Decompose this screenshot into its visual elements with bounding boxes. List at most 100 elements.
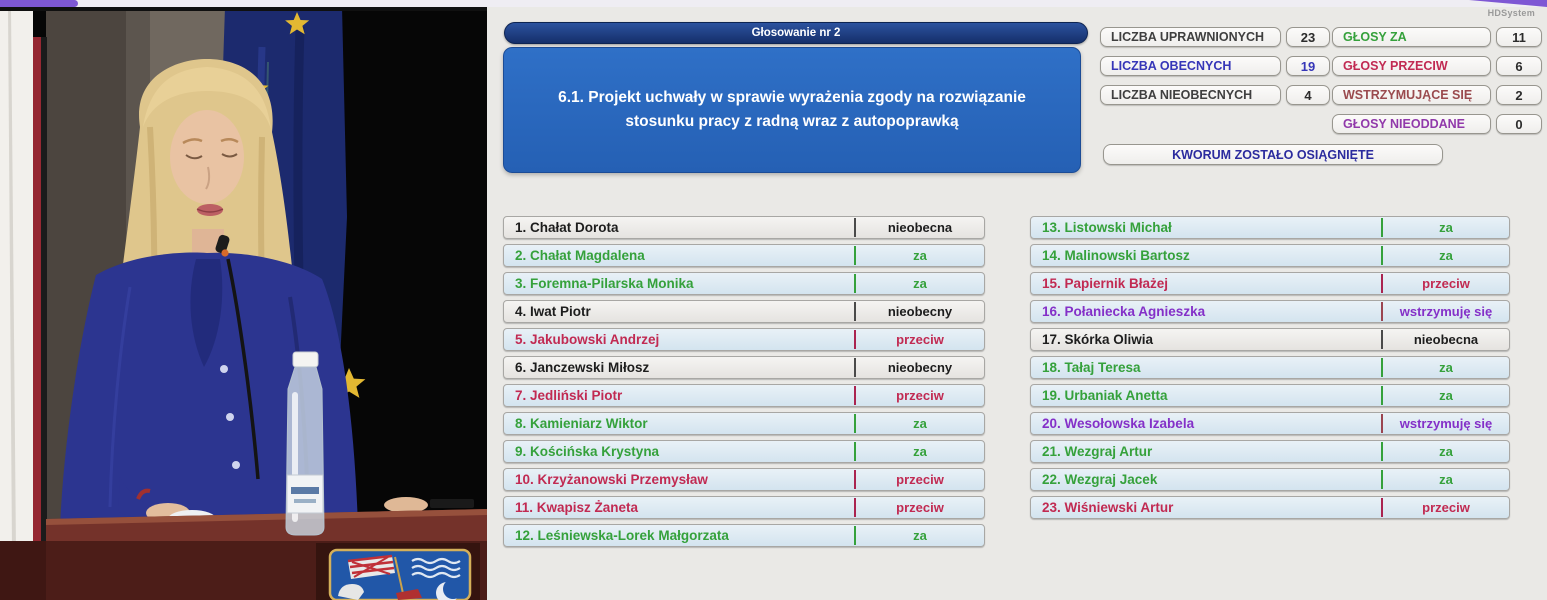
vote-value: przeciw	[896, 388, 944, 403]
vote-value: przeciw	[896, 500, 944, 515]
stat-label: LICZBA OBECNYCH	[1100, 56, 1281, 76]
video-feed	[0, 7, 487, 600]
stat-line: GŁOSY NIEODDANE 0	[1332, 114, 1542, 134]
stat-line: LICZBA OBECNYCH 19	[1100, 56, 1330, 76]
voter-name: 23. Wiśniewski Artur	[1042, 500, 1174, 515]
progress-corner-wedge	[1469, 0, 1547, 7]
table-row: 13. Listowski Michał za	[1030, 216, 1510, 239]
vote-value: za	[1439, 472, 1453, 487]
voter-name: 18. Tałaj Teresa	[1042, 360, 1141, 375]
table-row: 17. Skórka Oliwia nieobecna	[1030, 328, 1510, 351]
voters-table-right: 13. Listowski Michał za 14. Malinowski B…	[1030, 216, 1510, 519]
table-row: 1. Chałat Dorota nieobecna	[503, 216, 985, 239]
video-scene	[0, 7, 487, 600]
vote-value: nieobecny	[887, 360, 953, 375]
voter-name: 4. Iwat Piotr	[515, 304, 591, 319]
table-row: 4. Iwat Piotr nieobecny	[503, 300, 985, 323]
stat-label: GŁOSY ZA	[1332, 27, 1491, 47]
vote-value: za	[1439, 388, 1453, 403]
stat-line: LICZBA NIEOBECNYCH 4	[1100, 85, 1330, 105]
vote-divider	[1381, 302, 1383, 321]
table-row: 22. Wezgraj Jacek za	[1030, 468, 1510, 491]
table-row: 12. Leśniewska-Lorek Małgorzata za	[503, 524, 985, 547]
stat-label: LICZBA UPRAWNIONYCH	[1100, 27, 1281, 47]
voter-name: 5. Jakubowski Andrzej	[515, 332, 660, 347]
vote-divider	[1381, 274, 1383, 293]
table-row: 7. Jedliński Piotr przeciw	[503, 384, 985, 407]
progress-played-segment	[0, 0, 78, 7]
vote-value: wstrzymuję się	[1399, 416, 1493, 431]
vote-value: za	[1439, 444, 1453, 459]
table-row: 11. Kwapisz Żaneta przeciw	[503, 496, 985, 519]
voter-name: 6. Janczewski Miłosz	[515, 360, 650, 375]
vote-divider	[854, 414, 856, 433]
table-row: 10. Krzyżanowski Przemysław przeciw	[503, 468, 985, 491]
voter-name: 7. Jedliński Piotr	[515, 388, 623, 403]
vote-divider	[1381, 470, 1383, 489]
voter-name: 3. Foremna-Pilarska Monika	[515, 276, 694, 291]
vote-title: Głosowanie nr 2	[751, 27, 841, 39]
vote-divider	[854, 302, 856, 321]
voter-name: 22. Wezgraj Jacek	[1042, 472, 1158, 487]
table-row: 8. Kamieniarz Wiktor za	[503, 412, 985, 435]
vote-divider	[854, 442, 856, 461]
quorum-label: KWORUM ZOSTAŁO OSIĄGNIĘTE	[1172, 147, 1374, 162]
voter-name: 10. Krzyżanowski Przemysław	[515, 472, 708, 487]
table-row: 16. Połaniecka Agnieszka wstrzymuję się	[1030, 300, 1510, 323]
vote-divider	[854, 526, 856, 545]
vote-value: nieobecna	[887, 220, 953, 235]
stat-value: 4	[1286, 85, 1330, 105]
vote-divider	[854, 274, 856, 293]
table-row: 20. Wesołowska Izabela wstrzymuję się	[1030, 412, 1510, 435]
voter-name: 16. Połaniecka Agnieszka	[1042, 304, 1206, 319]
table-row: 18. Tałaj Teresa za	[1030, 356, 1510, 379]
stat-line: WSTRZYMUJĄCE SIĘ 2	[1332, 85, 1542, 105]
vote-value: za	[913, 276, 927, 291]
voter-name: 17. Skórka Oliwia	[1042, 332, 1154, 347]
vote-divider	[1381, 358, 1383, 377]
vote-divider	[1381, 246, 1383, 265]
vote-divider	[854, 386, 856, 405]
voter-name: 20. Wesołowska Izabela	[1042, 416, 1195, 431]
table-row: 9. Kościńska Krystyna za	[503, 440, 985, 463]
stat-label: GŁOSY NIEODDANE	[1332, 114, 1491, 134]
vote-value: przeciw	[896, 472, 944, 487]
stat-line: GŁOSY PRZECIW 6	[1332, 56, 1542, 76]
table-row: 15. Papiernik Błażej przeciw	[1030, 272, 1510, 295]
motion-text: 6.1. Projekt uchwały w sprawie wyrażenia…	[558, 88, 1026, 130]
vote-value: za	[913, 416, 927, 431]
quorum-banner: KWORUM ZOSTAŁO OSIĄGNIĘTE	[1103, 144, 1443, 165]
table-row: 3. Foremna-Pilarska Monika za	[503, 272, 985, 295]
stat-label: LICZBA NIEOBECNYCH	[1100, 85, 1281, 105]
vote-divider	[854, 470, 856, 489]
stat-value: 11	[1496, 27, 1542, 47]
voter-name: 21. Wezgraj Artur	[1042, 444, 1153, 459]
vote-divider	[854, 498, 856, 517]
vote-divider	[1381, 442, 1383, 461]
stat-label: WSTRZYMUJĄCE SIĘ	[1332, 85, 1491, 105]
table-row: 19. Urbaniak Anetta za	[1030, 384, 1510, 407]
table-row: 2. Chałat Magdalena za	[503, 244, 985, 267]
vote-divider	[1381, 330, 1383, 349]
poland-flag	[0, 7, 47, 552]
vote-value: za	[913, 248, 927, 263]
vote-value: za	[913, 528, 927, 543]
vote-value: nieobecny	[887, 304, 953, 319]
table-row: 14. Malinowski Bartosz za	[1030, 244, 1510, 267]
vote-divider	[1381, 414, 1383, 433]
voters-table-left: 1. Chałat Dorota nieobecna 2. Chałat Mag…	[503, 216, 985, 547]
stat-line: LICZBA UPRAWNIONYCH 23	[1100, 27, 1330, 47]
vote-value: wstrzymuję się	[1399, 304, 1493, 319]
progress-bar	[0, 0, 1547, 7]
microphone	[215, 234, 260, 480]
vote-value: nieobecna	[1413, 332, 1479, 347]
vote-divider	[854, 330, 856, 349]
stat-line: GŁOSY ZA 11	[1332, 27, 1542, 47]
vote-value: przeciw	[1422, 500, 1470, 515]
vote-divider	[854, 246, 856, 265]
vote-divider	[1381, 218, 1383, 237]
table-row: 21. Wezgraj Artur za	[1030, 440, 1510, 463]
voter-name: 19. Urbaniak Anetta	[1042, 388, 1168, 403]
voter-name: 9. Kościńska Krystyna	[515, 444, 660, 459]
